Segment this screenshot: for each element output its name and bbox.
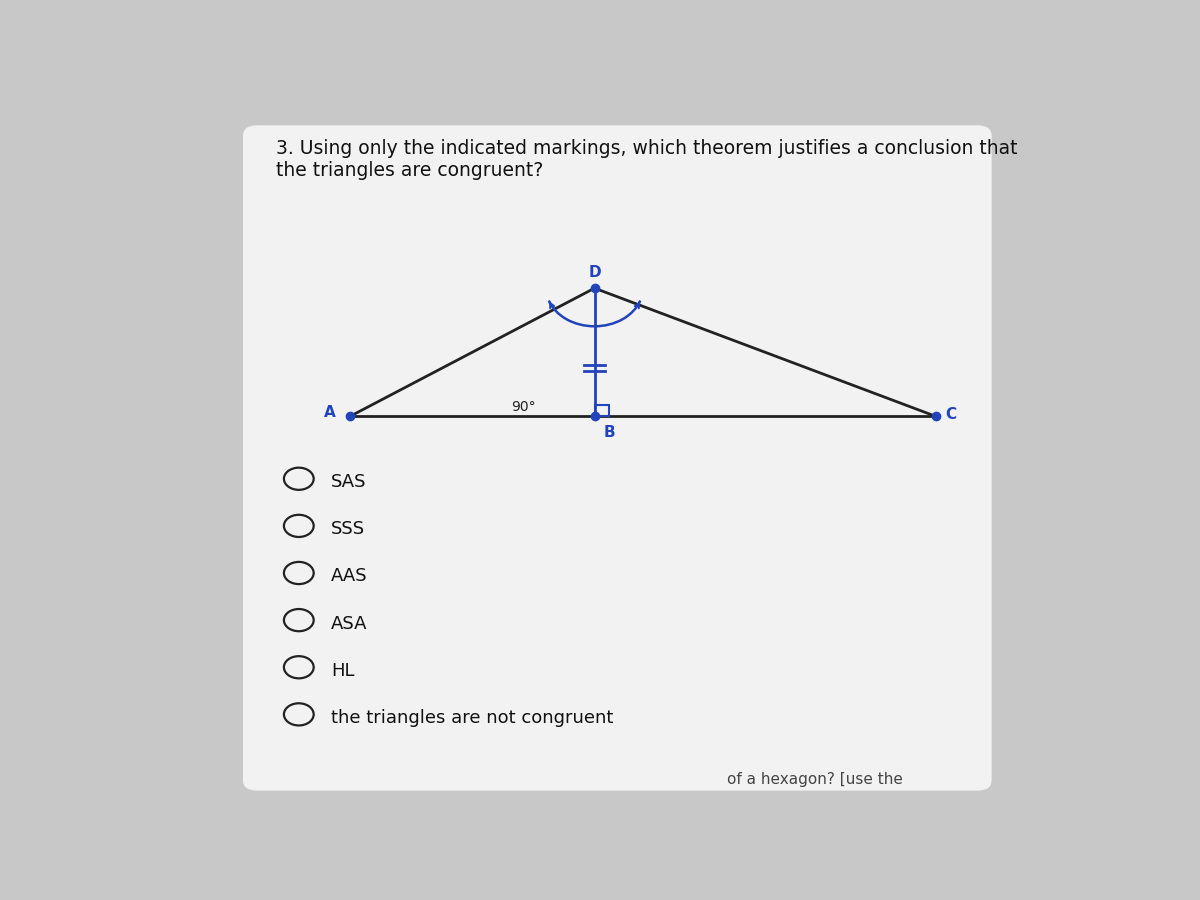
Bar [594, 405, 610, 417]
Text: SAS: SAS [331, 473, 367, 491]
Text: the triangles are not congruent: the triangles are not congruent [331, 709, 613, 727]
Text: ASA: ASA [331, 615, 368, 633]
Text: the triangles are congruent?: the triangles are congruent? [276, 161, 542, 180]
Text: 3. Using only the indicated markings, which theorem justifies a conclusion that: 3. Using only the indicated markings, wh… [276, 140, 1018, 158]
FancyBboxPatch shape [242, 125, 991, 790]
Text: D: D [588, 265, 601, 280]
Text: B: B [604, 425, 616, 440]
Text: A: A [324, 405, 336, 420]
Text: AAS: AAS [331, 568, 368, 586]
Text: 90°: 90° [511, 400, 536, 414]
Text: of a hexagon? [use the: of a hexagon? [use the [727, 772, 902, 788]
Text: C: C [946, 407, 956, 422]
Text: HL: HL [331, 662, 355, 680]
Text: SSS: SSS [331, 520, 366, 538]
